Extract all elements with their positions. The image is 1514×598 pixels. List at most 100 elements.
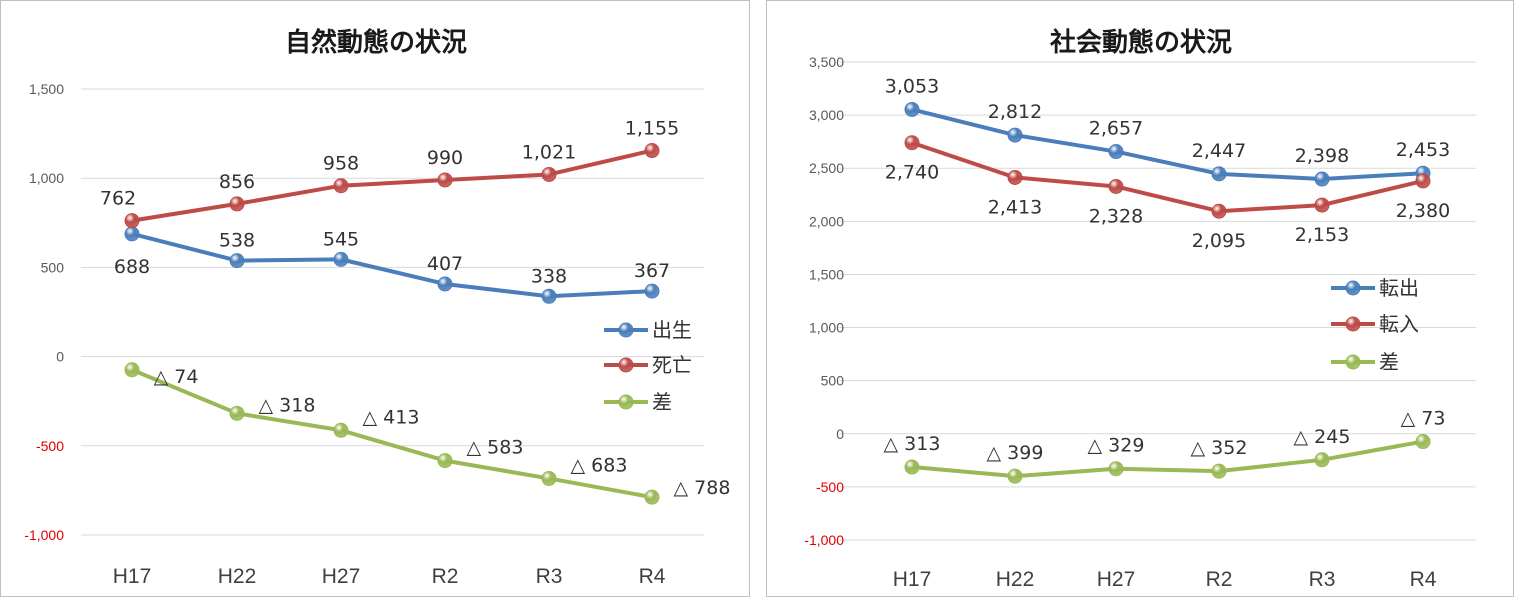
x-tick-label: R3 (1309, 568, 1336, 591)
y-tick-label: 1,500 (809, 266, 844, 282)
y-tick-label: -1,000 (24, 527, 64, 543)
data-point (1415, 434, 1431, 450)
data-point (124, 226, 140, 242)
data-point (644, 283, 660, 299)
data-point (1108, 178, 1124, 194)
data-point (1007, 468, 1023, 484)
y-tick-label: 2,500 (809, 160, 844, 176)
legend-label: 死亡 (652, 353, 692, 377)
legend-marker (1345, 354, 1361, 370)
legend-label: 差 (652, 390, 672, 414)
legend-marker (1345, 280, 1361, 296)
y-tick-label: 0 (56, 349, 64, 365)
series-line-転入 (911, 140, 1424, 214)
y-tick-label: -1,000 (804, 532, 844, 548)
series-line-出生 (131, 231, 653, 299)
data-label: 2,380 (1396, 200, 1450, 222)
data-point (333, 178, 349, 194)
x-tick-label: H17 (113, 565, 152, 588)
legend-marker (618, 394, 634, 410)
legend-label: 転入 (1379, 312, 1419, 336)
x-tick-label: R4 (1410, 568, 1437, 591)
x-tick-label: R2 (1206, 568, 1233, 591)
data-point (437, 453, 453, 469)
data-point (904, 459, 920, 475)
data-label: 338 (531, 265, 567, 287)
series-line-差 (131, 367, 653, 500)
data-label: 545 (323, 228, 359, 250)
y-tick-label: 2,000 (809, 213, 844, 229)
data-point (904, 101, 920, 117)
data-label: △ 683 (571, 454, 628, 476)
y-tick-label: -500 (816, 479, 844, 495)
data-label: 2,413 (988, 196, 1042, 218)
data-point (644, 143, 660, 159)
series-line-差 (911, 439, 1424, 479)
data-point (644, 489, 660, 505)
y-tick-label: 1,000 (29, 170, 64, 186)
y-tick-label: 1,000 (809, 320, 844, 336)
data-point (124, 362, 140, 378)
data-point (1211, 463, 1227, 479)
data-point (1211, 203, 1227, 219)
x-tick-label: R2 (432, 565, 459, 588)
data-point (1415, 173, 1431, 189)
social-change-chart-svg: 社会動態の状況 3,500 3,000 2,500 2,000 1,500 1,000 500… (804, 27, 1476, 591)
data-point (1314, 452, 1330, 468)
chart-title: 自然動態の状況 (285, 27, 467, 58)
data-point (904, 135, 920, 151)
data-point (437, 276, 453, 292)
natural-change-chart-svg: 自然動態の状況 1,500 1,000 500 0 -500 -1,000 H17 H22 H27… (24, 27, 731, 588)
y-tick-label: 500 (821, 373, 845, 389)
data-label: △ 318 (259, 394, 316, 416)
data-label: 762 (100, 188, 136, 210)
data-label: △ 583 (467, 437, 524, 459)
data-label: △ 329 (1088, 435, 1145, 457)
legend-label: 転出 (1379, 276, 1419, 300)
y-tick-label: -500 (36, 438, 64, 454)
data-label: 990 (427, 147, 463, 169)
data-label: 538 (219, 230, 255, 252)
data-point (1007, 169, 1023, 185)
data-label: 3,053 (885, 75, 939, 97)
x-tick-label: H22 (996, 568, 1035, 591)
data-label: 958 (323, 153, 359, 175)
legend-label: 差 (1379, 350, 1399, 374)
series-line-転出 (911, 107, 1424, 182)
y-tick-label: 3,000 (809, 107, 844, 123)
data-label: 2,812 (988, 101, 1042, 123)
natural-change-chart: 自然動態の状況 1,500 1,000 500 0 -500 -1,000 H17 H22 H27… (0, 0, 750, 597)
data-label: 367 (634, 260, 670, 282)
x-tick-label: R3 (536, 565, 563, 588)
data-label: △ 399 (987, 442, 1044, 464)
data-point (1108, 461, 1124, 477)
legend-marker (618, 322, 634, 338)
data-point (124, 213, 140, 229)
data-label: 2,447 (1192, 140, 1246, 162)
legend-marker (618, 357, 634, 373)
data-label: △ 788 (674, 477, 731, 499)
legend-label: 出生 (652, 318, 692, 342)
data-point (1211, 166, 1227, 182)
series-line-死亡 (131, 148, 653, 223)
y-tick-label: 3,500 (809, 54, 844, 70)
data-point (1314, 171, 1330, 187)
data-label: 2,657 (1089, 118, 1143, 140)
y-tick-label: 0 (836, 426, 844, 442)
data-point (1314, 197, 1330, 213)
legend-marker (1345, 316, 1361, 332)
data-label: △ 313 (884, 433, 941, 455)
data-point (229, 405, 245, 421)
data-label: △ 73 (1401, 408, 1446, 430)
data-label: △ 413 (363, 406, 420, 428)
data-label: △ 352 (1191, 437, 1248, 459)
data-point (437, 172, 453, 188)
data-point (541, 470, 557, 486)
data-point (333, 422, 349, 438)
data-label: 1,021 (522, 141, 576, 163)
data-label: △ 74 (154, 366, 199, 388)
x-tick-label: H27 (322, 565, 361, 588)
data-point (1007, 127, 1023, 143)
data-label: 2,398 (1295, 145, 1349, 167)
data-point (333, 251, 349, 267)
